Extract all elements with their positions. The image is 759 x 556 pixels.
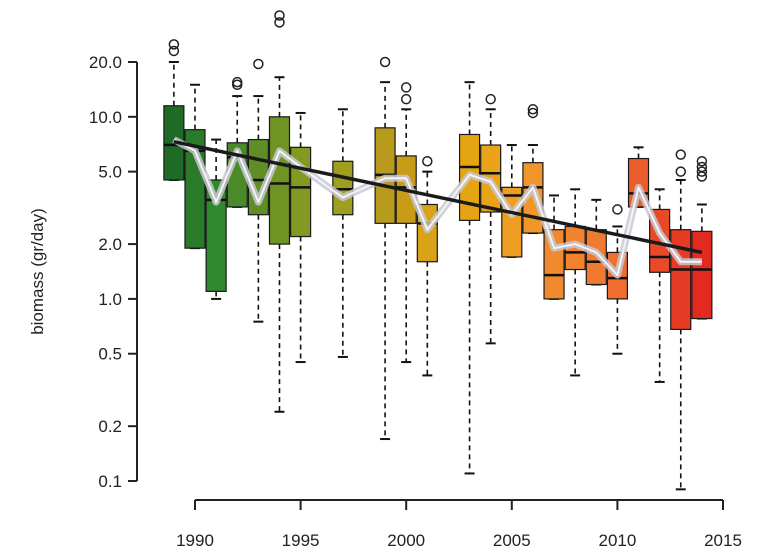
box-iqr	[670, 229, 692, 331]
outlier-point	[379, 56, 391, 68]
x-tick-label: 1990	[176, 531, 214, 550]
box-1999	[374, 56, 396, 441]
outlier-point	[274, 10, 285, 21]
box-2014	[691, 156, 713, 320]
box-2000	[395, 82, 417, 364]
x-tick-label: 2005	[493, 531, 531, 550]
outlier-point	[675, 166, 687, 177]
y-tick-label: 5.0	[98, 163, 122, 182]
lines-layer	[172, 136, 703, 279]
outlier-point	[231, 76, 243, 88]
y-tick-label: 10.0	[89, 108, 122, 127]
y-tick-label: 1.0	[98, 290, 122, 309]
box-2010	[606, 204, 629, 355]
y-tick-label: 2.0	[98, 235, 122, 254]
outlier-point	[696, 161, 708, 173]
outlier-point	[527, 104, 539, 115]
y-tick-label: 0.5	[98, 345, 122, 364]
outlier-point	[675, 149, 687, 160]
outlier-point	[696, 156, 708, 167]
box-2001	[416, 156, 438, 377]
y-axis-title: biomass (gr/day)	[28, 208, 47, 335]
box-2013	[670, 149, 692, 491]
box-iqr	[691, 230, 713, 320]
box-iqr	[268, 116, 291, 245]
outlier-point	[400, 82, 412, 93]
outlier-point	[527, 107, 539, 119]
box-2004	[480, 93, 502, 345]
outlier-point	[400, 93, 412, 105]
outlier-point	[274, 17, 285, 28]
box-2009	[585, 198, 607, 286]
box-2003	[458, 81, 481, 475]
outlier-point	[168, 45, 180, 57]
x-tick-label: 1995	[282, 531, 320, 550]
outlier-point	[485, 93, 496, 105]
x-tick-label: 2000	[387, 531, 425, 550]
outlier-point	[253, 58, 264, 70]
box-1991	[205, 138, 227, 300]
y-tick-label: 0.1	[98, 472, 122, 491]
outlier-point	[696, 166, 708, 177]
trend-line	[173, 139, 703, 255]
box-1989	[163, 39, 185, 181]
box-1992	[226, 76, 248, 208]
box-1997	[332, 108, 354, 358]
x-tick-label: 2010	[598, 531, 636, 550]
axes-layer: 0.1 0.2 0.5 1.0 2.0 5.0 10.0 20.0 1990 1995 2000 20…	[89, 53, 742, 550]
box-iqr	[332, 160, 354, 216]
box-1995	[290, 111, 312, 364]
outlier-point	[612, 204, 623, 215]
y-tick-label: 0.2	[98, 417, 122, 436]
x-tick-label: 2015	[704, 531, 742, 550]
y-tick-label: 20.0	[89, 53, 122, 72]
box-iqr	[205, 179, 227, 292]
boxes-layer	[163, 10, 713, 491]
box-1994	[268, 10, 291, 413]
outlier-point	[168, 39, 180, 50]
outlier-point	[422, 156, 433, 167]
mean-line	[173, 138, 702, 277]
box-2008	[564, 188, 586, 377]
